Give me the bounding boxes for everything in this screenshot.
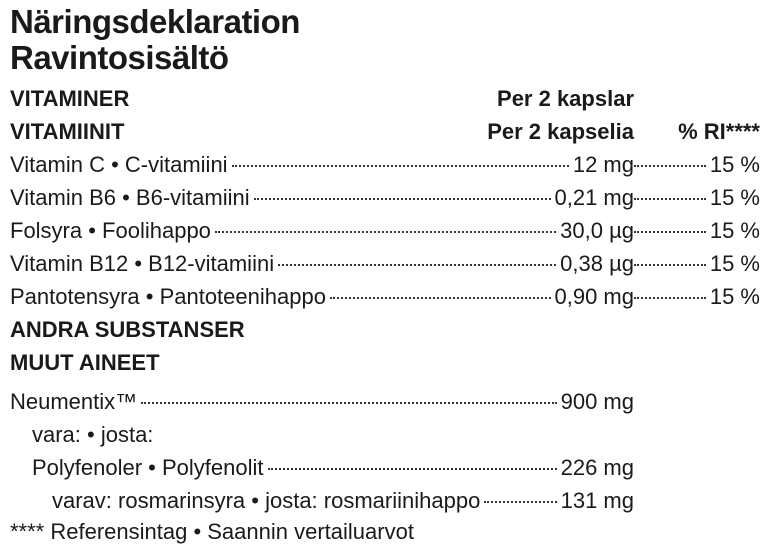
name: Polyfenoler • Polyfenolit <box>32 455 264 480</box>
row: Folsyra • Foolihappo 30,0 µg 15 % <box>10 214 760 247</box>
amount: 0,38 µg <box>560 251 634 276</box>
heading: MUUT AINEET <box>10 346 760 379</box>
section-header: VITAMIINIT Per 2 kapselia % RI**** <box>10 115 760 148</box>
footnote-text: **** Referensintag • Saannin vertailuarv… <box>10 519 414 544</box>
amount: 12 mg <box>572 152 634 177</box>
footnote: **** Referensintag • Saannin vertailuarv… <box>10 515 760 548</box>
heading: VITAMIINIT <box>10 119 125 144</box>
row: Vitamin C • C-vitamiini 12 mg 15 % <box>10 148 760 181</box>
column-header: Per 2 kapselia <box>487 119 634 144</box>
ri-value: 15 % <box>709 218 760 243</box>
ri-value: 15 % <box>709 185 760 210</box>
column-header: % RI**** <box>678 119 760 144</box>
name: Folsyra • Foolihappo <box>10 218 211 243</box>
row: Pantotensyra • Pantoteenihappo 0,90 mg 15 … <box>10 280 760 313</box>
row: Neumentix™ 900 mg <box>10 385 760 418</box>
amount: 0,21 mg <box>554 185 635 210</box>
amount: 0,90 mg <box>554 284 635 309</box>
row: Polyfenoler • Polyfenolit 226 mg <box>32 451 760 484</box>
title: Ravintosisältö <box>10 39 229 76</box>
heading: VITAMINER <box>10 86 130 111</box>
heading-text: ANDRA SUBSTANSER <box>10 317 245 342</box>
heading: ANDRA SUBSTANSER <box>10 313 760 346</box>
amount: 30,0 µg <box>560 218 634 243</box>
row: varav: rosmarinsyra • josta: rosmariinih… <box>52 484 760 517</box>
name: Pantotensyra • Pantoteenihappo <box>10 284 326 309</box>
ri-value: 15 % <box>709 284 760 309</box>
heading-text: MUUT AINEET <box>10 350 160 375</box>
section-header: VITAMINER Per 2 kapslar <box>10 82 760 115</box>
ri-value: 15 % <box>709 152 760 177</box>
title: Näringsdeklaration <box>10 3 300 40</box>
row: vara: • josta: <box>32 418 770 451</box>
name: vara: • josta: <box>32 422 154 447</box>
name: Vitamin B6 • B6-vitamiini <box>10 185 250 210</box>
amount: 900 mg <box>560 389 634 414</box>
name: varav: rosmarinsyra • josta: rosmariinih… <box>52 488 481 513</box>
amount: 131 mg <box>560 488 634 513</box>
name: Vitamin C • C-vitamiini <box>10 152 228 177</box>
column-header: Per 2 kapslar <box>497 86 634 111</box>
ri-value: 15 % <box>709 251 760 276</box>
amount: 226 mg <box>560 455 634 480</box>
name: Vitamin B12 • B12-vitamiini <box>10 251 275 276</box>
row: Vitamin B12 • B12-vitamiini 0,38 µg 15 % <box>10 247 760 280</box>
name: Neumentix™ <box>10 389 138 414</box>
row: Vitamin B6 • B6-vitamiini 0,21 mg 15 % <box>10 181 760 214</box>
